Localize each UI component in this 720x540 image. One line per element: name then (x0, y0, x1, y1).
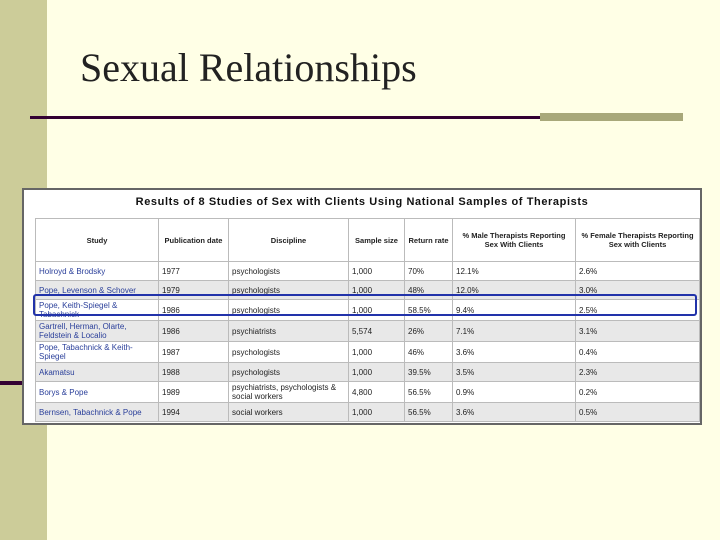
table-cell: 2.3% (575, 362, 700, 382)
column-header: % Female Therapists Reporting Sex with C… (575, 218, 700, 262)
table-cell: 39.5% (404, 362, 453, 382)
table-cell: 5,574 (348, 320, 405, 342)
table-cell: 70% (404, 261, 453, 281)
table-cell: 1,000 (348, 261, 405, 281)
table-cell: 1,000 (348, 362, 405, 382)
table-cell: psychiatrists, psychologists & social wo… (228, 381, 349, 403)
table-row: Bernsen, Tabachnick & Pope 1994 social wor… (35, 402, 700, 422)
table-cell: social workers (228, 402, 349, 422)
title-rule-accent (540, 113, 683, 121)
table-cell: 0.2% (575, 381, 700, 403)
study-cell: Gartrell, Herman, Olarte, Feldstein & Lo… (35, 320, 159, 342)
table-cell: 2.6% (575, 261, 700, 281)
table-cell: 1994 (158, 402, 229, 422)
table-cell: 0.9% (452, 381, 576, 403)
table-cell: 0.4% (575, 341, 700, 363)
table-cell: 1,000 (348, 341, 405, 363)
study-cell: Bernsen, Tabachnick & Pope (35, 402, 159, 422)
column-header: Discipline (228, 218, 349, 262)
study-cell: Borys & Pope (35, 381, 159, 403)
table-panel: Results of 8 Studies of Sex with Clients… (22, 188, 702, 425)
table-row: Gartrell, Herman, Olarte, Feldstein & Lo… (35, 320, 700, 342)
table-cell: 1,000 (348, 402, 405, 422)
table-cell: 12.1% (452, 261, 576, 281)
table-row: Holroyd & Brodsky 1977 psychologists 1,000 7… (35, 261, 700, 281)
table-cell: 3.5% (452, 362, 576, 382)
table-cell: 56.5% (404, 402, 453, 422)
study-cell: Holroyd & Brodsky (35, 261, 159, 281)
title-rule (30, 116, 540, 119)
table-cell: 46% (404, 341, 453, 363)
table-row: Akamatsu 1988 psychologists 1,000 39.5% 3.5% 2… (35, 362, 700, 382)
row-highlight (33, 294, 697, 316)
column-header: Sample size (348, 218, 405, 262)
study-cell: Akamatsu (35, 362, 159, 382)
table-cell: 1987 (158, 341, 229, 363)
column-header: Publication date (158, 218, 229, 262)
table-cell: 1986 (158, 320, 229, 342)
table-cell: 7.1% (452, 320, 576, 342)
table-row: Borys & Pope 1989 psychiatrists, psycholog… (35, 381, 700, 403)
table-caption: Results of 8 Studies of Sex with Clients… (135, 196, 589, 208)
column-header: Return rate (404, 218, 453, 262)
table-cell: 1989 (158, 381, 229, 403)
table-cell: psychologists (228, 362, 349, 382)
table-cell: psychiatrists (228, 320, 349, 342)
results-table: Study Publication date Discipline Sample si… (35, 218, 700, 422)
study-cell: Pope, Tabachnick & Keith-Spiegel (35, 341, 159, 363)
table-cell: 1988 (158, 362, 229, 382)
table-cell: psychologists (228, 341, 349, 363)
table-cell: 26% (404, 320, 453, 342)
table-cell: 56.5% (404, 381, 453, 403)
table-cell: 3.6% (452, 341, 576, 363)
column-header: % Male Therapists Reporting Sex With Cli… (452, 218, 576, 262)
table-cell: 3.1% (575, 320, 700, 342)
table-cell: 1977 (158, 261, 229, 281)
column-header: Study (35, 218, 159, 262)
table-cell: psychologists (228, 261, 349, 281)
table-cell: 3.6% (452, 402, 576, 422)
slide-title: Sexual Relationships (80, 45, 417, 90)
table-row: Pope, Tabachnick & Keith-Spiegel 1987 psyc… (35, 341, 700, 363)
header-row: Study Publication date Discipline Sample si… (35, 218, 700, 262)
table-cell: 0.5% (575, 402, 700, 422)
table-cell: 4,800 (348, 381, 405, 403)
